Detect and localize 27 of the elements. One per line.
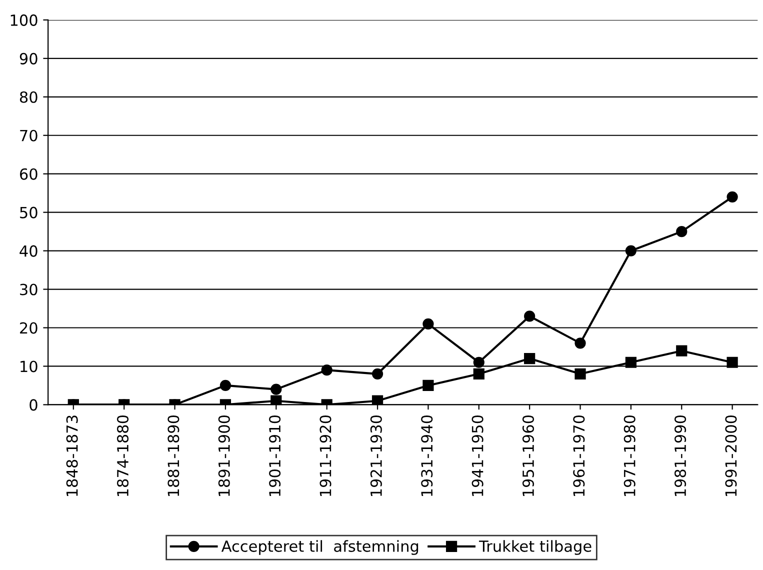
x-tick-label: 1891-1900 <box>218 415 230 496</box>
y-tick-label: 70 <box>20 130 38 142</box>
x-tick-label: 1961-1970 <box>573 415 585 496</box>
x-tick-label: 1971-1980 <box>624 415 636 496</box>
y-tick-label: 20 <box>20 322 38 334</box>
y-tick-label: 50 <box>20 206 38 218</box>
y-tick-label: 80 <box>20 91 38 103</box>
x-tick-label: 1981-1990 <box>674 415 686 496</box>
y-tick-label: 100 <box>10 14 38 26</box>
y-tick-label: 90 <box>20 52 38 64</box>
x-tick-label: 1901-1910 <box>269 415 281 496</box>
x-tick-label: 1951-1960 <box>522 415 534 496</box>
legend-label: Trukket tilbage <box>478 540 592 555</box>
y-tick-label: 10 <box>20 360 38 372</box>
y-tick-label: 30 <box>20 284 38 296</box>
y-tick-label: 0 <box>30 399 38 411</box>
x-tick-label: 1941-1950 <box>472 415 484 496</box>
y-tick-label: 40 <box>20 245 38 257</box>
x-tick-label: 1921-1930 <box>370 415 382 496</box>
x-tick-label: 1931-1940 <box>421 415 433 496</box>
legend-label: Accepteret til afstemning <box>221 540 418 555</box>
x-tick-label: 1881-1890 <box>168 415 180 496</box>
y-tick-label: 60 <box>20 168 38 180</box>
x-tick-label: 1848-1873 <box>66 416 78 496</box>
x-tick-label: 1991-2000 <box>725 415 737 496</box>
x-tick-label: 1874-1880 <box>116 415 129 496</box>
x-tick-label: 1911-1920 <box>320 415 332 496</box>
